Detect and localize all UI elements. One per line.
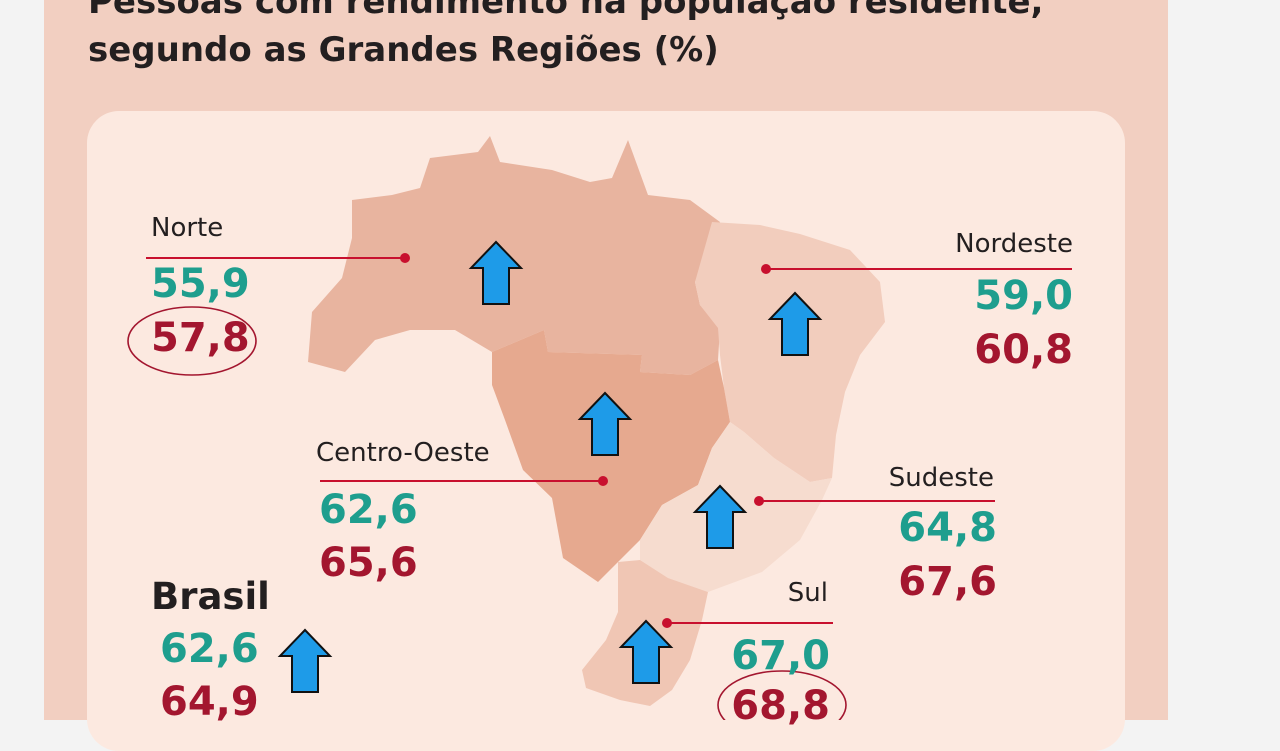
region-marker-centro-oeste [598, 476, 608, 486]
brasil-value-b: 64,9 [160, 679, 259, 725]
region-name-sul: Sul [787, 578, 828, 608]
region-value-b-centro-oeste: 65,6 [319, 540, 418, 586]
region-value-a-sudeste: 64,8 [898, 505, 997, 551]
region-name-centro-oeste: Centro-Oeste [316, 438, 490, 468]
region-name-nordeste: Nordeste [955, 229, 1073, 259]
region-name-sudeste: Sudeste [888, 463, 994, 493]
region-marker-nordeste [761, 264, 771, 274]
region-value-b-sudeste: 67,6 [898, 559, 997, 605]
highlight-ellipse-norte [127, 306, 257, 376]
arrow-up-icon [468, 240, 524, 305]
brasil-value-a: 62,6 [160, 626, 259, 672]
region-value-b-nordeste: 60,8 [974, 327, 1073, 373]
region-name-norte: Norte [151, 213, 224, 243]
arrow-up-icon [692, 484, 748, 549]
region-value-a-sul: 67,0 [731, 633, 830, 679]
region-value-a-centro-oeste: 62,6 [319, 487, 418, 533]
brasil-label: Brasil [151, 575, 270, 618]
arrow-up-icon [767, 291, 823, 356]
region-value-b-norte: 57,8 [151, 315, 250, 361]
title-line-2: segundo as Grandes Regiões (%) [88, 30, 719, 70]
region-value-a-norte: 55,9 [151, 261, 250, 307]
arrow-up-icon [577, 391, 633, 456]
brazil-map [127, 136, 1072, 720]
region-marker-norte [400, 253, 410, 263]
region-value-b-sul: 68,8 [731, 683, 830, 729]
title-line-1: Pessoas com rendimento na população resi… [88, 0, 1044, 22]
region-marker-sudeste [754, 496, 764, 506]
arrow-up-icon [277, 628, 333, 693]
highlight-ellipse-sul [717, 670, 847, 720]
arrow-up-icon [618, 619, 674, 684]
region-value-a-nordeste: 59,0 [974, 273, 1073, 319]
infographic-title: Pessoas com rendimento na população resi… [88, 0, 1043, 74]
region-marker-sul [662, 618, 672, 628]
region-norte-shape [308, 136, 720, 375]
